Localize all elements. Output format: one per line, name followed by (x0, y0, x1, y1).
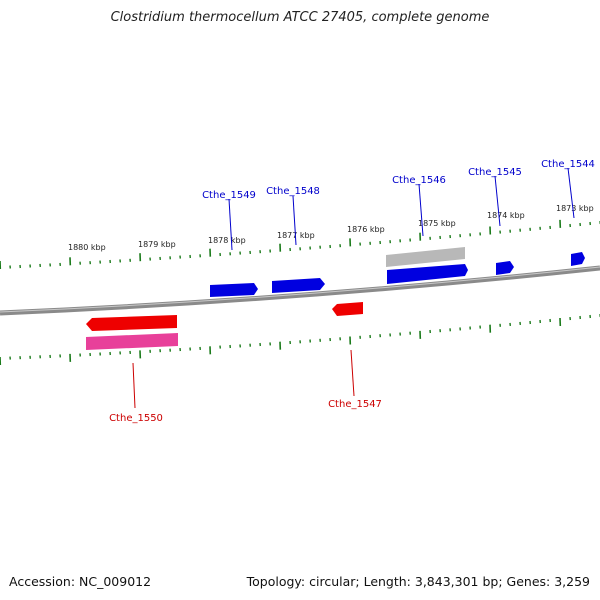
scale-label-1873: 1873 kbp (556, 204, 594, 213)
scale-ticks-top (0, 219, 600, 270)
gene-arrow-cthe-1550[interactable] (86, 315, 177, 331)
scale-label-1879: 1879 kbp (138, 240, 176, 249)
scale-label-1875: 1875 kbp (418, 219, 456, 228)
gene-arrow-cthe-1549[interactable] (210, 283, 258, 297)
scale-label-1874: 1874 kbp (487, 211, 525, 220)
scale-label-1876: 1876 kbp (347, 225, 385, 234)
leader-line-cthe-1547 (350, 349, 355, 397)
scale-ticks-bottom (0, 314, 600, 366)
gene-label-cthe-1545[interactable]: Cthe_1545 (468, 167, 522, 178)
gene-arrow-cthe-1546-paralog[interactable] (386, 247, 465, 267)
gene-label-cthe-1550[interactable]: Cthe_1550 (109, 413, 163, 424)
gene-arrow-cthe-1546[interactable] (387, 264, 468, 284)
gene-label-cthe-1548[interactable]: Cthe_1548 (266, 186, 320, 197)
map-title: Clostridium thermocellum ATCC 27405, com… (110, 10, 490, 25)
leader-line-cthe-1548 (292, 195, 297, 246)
genome-backbone (0, 265, 600, 316)
gene-arrow-cthe-1547[interactable] (332, 302, 363, 316)
scale-label-1880: 1880 kbp (68, 243, 106, 252)
gene-label-cthe-1547[interactable]: Cthe_1547 (328, 399, 382, 410)
gene-arrow-cthe-1550-paralog[interactable] (86, 333, 178, 350)
scale-label-1878: 1878 kbp (208, 236, 246, 245)
gene-label-cthe-1549[interactable]: Cthe_1549 (202, 190, 256, 201)
leader-line-cthe-1546 (418, 183, 424, 237)
genome-backbone-highlight (0, 266, 600, 313)
gene-arrow-cthe-1544[interactable] (571, 252, 585, 266)
genome-summary-text: Topology: circular; Length: 3,843,301 bp… (246, 574, 590, 589)
gene-arrow-cthe-1548[interactable] (272, 278, 325, 293)
gene-label-cthe-1546[interactable]: Cthe_1546 (392, 175, 446, 186)
gene-label-cthe-1544[interactable]: Cthe_1544 (541, 159, 595, 170)
leader-line-cthe-1549 (228, 198, 233, 251)
accession-text: Accession: NC_009012 (9, 574, 152, 589)
leader-line-cthe-1550 (132, 362, 136, 409)
leader-line-cthe-1544 (567, 167, 575, 219)
gene-arrow-cthe-1545[interactable] (496, 261, 514, 275)
leader-line-cthe-1545 (494, 175, 501, 227)
